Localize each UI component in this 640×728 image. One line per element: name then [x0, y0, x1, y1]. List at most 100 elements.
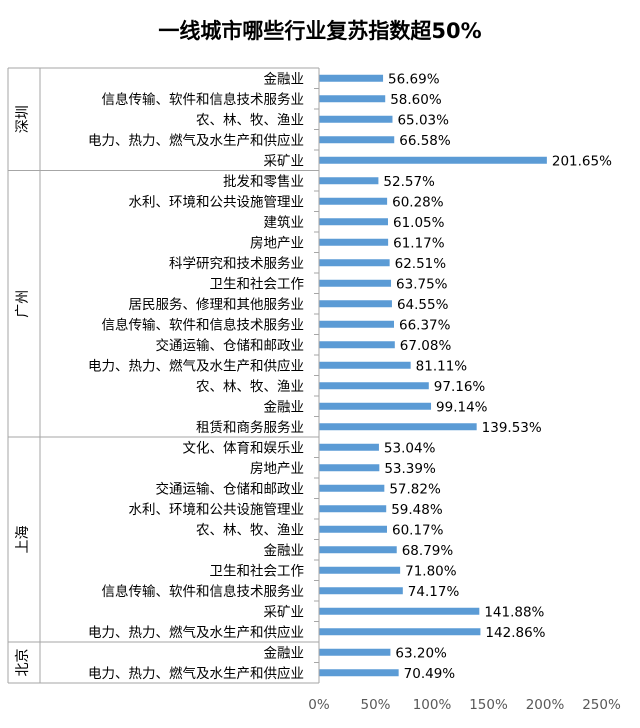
bar — [319, 197, 388, 205]
category-label: 租赁和商务服务业 — [196, 420, 304, 436]
category-label: 水利、环境和公共设施管理业 — [129, 502, 305, 518]
data-label: 68.79% — [402, 543, 454, 559]
bar — [319, 443, 379, 451]
x-tick-label: 0% — [308, 697, 330, 713]
bar — [319, 361, 411, 369]
category-label: 科学研究和技术服务业 — [169, 256, 304, 272]
category-label: 电力、热力、燃气及水生产和供应业 — [88, 624, 304, 641]
bar — [319, 464, 380, 472]
bar — [319, 382, 429, 390]
data-label: 97.16% — [434, 379, 486, 395]
category-label: 电力、热力、燃气及水生产和供应业 — [88, 357, 304, 374]
bar — [319, 628, 481, 636]
category-label: 批发和零售业 — [223, 174, 304, 190]
data-label: 60.17% — [392, 522, 444, 538]
bar — [319, 587, 403, 595]
category-label: 电力、热力、燃气及水生产和供应业 — [88, 132, 304, 149]
category-label: 房地产业 — [250, 461, 304, 477]
data-label: 61.17% — [393, 235, 445, 251]
bar — [319, 218, 388, 226]
category-label: 采矿业 — [264, 604, 305, 620]
bar — [319, 484, 385, 492]
bar — [319, 95, 386, 103]
x-tick-label: 250% — [582, 697, 621, 713]
data-label: 139.53% — [482, 420, 542, 436]
group-label: 上海 — [15, 526, 31, 554]
bar — [319, 300, 392, 308]
data-label: 74.17% — [408, 584, 460, 600]
bar — [319, 669, 399, 677]
chart-title: 一线城市哪些行业复苏指数超50% — [158, 19, 481, 43]
category-label: 信息传输、软件和信息技术服务业 — [102, 316, 305, 333]
bar — [319, 566, 401, 574]
category-label: 电力、热力、燃气及水生产和供应业 — [88, 665, 304, 682]
bar — [319, 279, 392, 287]
category-label: 金融业 — [264, 543, 305, 559]
data-label: 56.69% — [388, 71, 440, 87]
category-label: 信息传输、软件和信息技术服务业 — [102, 583, 305, 600]
x-tick-label: 200% — [526, 697, 565, 713]
category-label: 房地产业 — [250, 235, 304, 251]
bar — [319, 320, 394, 328]
category-label: 文化、体育和娱乐业 — [183, 440, 305, 456]
data-label: 63.75% — [396, 276, 448, 292]
category-label: 卫生和社会工作 — [210, 563, 305, 579]
category-label: 农、林、牧、渔业 — [196, 522, 304, 538]
data-label: 53.04% — [384, 440, 436, 456]
data-label: 71.80% — [405, 563, 457, 579]
bar — [319, 341, 395, 349]
data-label: 70.49% — [404, 666, 456, 682]
bar — [319, 259, 390, 267]
x-tick-label: 50% — [360, 697, 390, 713]
group-label: 北京 — [15, 649, 31, 677]
data-label: 67.08% — [400, 338, 452, 354]
data-label: 59.48% — [391, 502, 443, 518]
bar — [319, 74, 384, 82]
bar — [319, 115, 393, 123]
data-label: 99.14% — [436, 399, 488, 415]
category-label: 居民服务、修理和其他服务业 — [129, 297, 305, 313]
x-tick-label: 100% — [413, 697, 452, 713]
category-label: 金融业 — [264, 645, 305, 661]
data-label: 53.39% — [384, 461, 436, 477]
bar — [319, 402, 432, 410]
bar — [319, 238, 389, 246]
data-label: 62.51% — [395, 256, 447, 272]
data-label: 81.11% — [416, 358, 468, 374]
category-label: 建筑业 — [264, 215, 305, 231]
category-label: 信息传输、软件和信息技术服务业 — [102, 91, 305, 108]
data-label: 52.57% — [383, 174, 435, 190]
category-label: 交通运输、仓储和邮政业 — [156, 480, 305, 497]
group-label: 深圳 — [15, 105, 31, 133]
data-label: 141.88% — [484, 604, 544, 620]
x-tick-label: 150% — [469, 697, 508, 713]
bar — [319, 423, 477, 431]
data-label: 60.28% — [392, 194, 444, 210]
data-label: 65.03% — [397, 112, 449, 128]
category-label: 农、林、牧、渔业 — [196, 112, 304, 128]
data-label: 64.55% — [397, 297, 449, 313]
category-label: 水利、环境和公共设施管理业 — [129, 194, 305, 210]
category-label: 金融业 — [264, 399, 305, 415]
bar — [319, 177, 379, 185]
bar — [319, 525, 387, 533]
data-label: 66.58% — [399, 133, 451, 149]
data-label: 142.86% — [485, 625, 545, 641]
data-label: 66.37% — [399, 317, 451, 333]
category-label: 农、林、牧、渔业 — [196, 379, 304, 395]
bar — [319, 546, 397, 554]
bar — [319, 156, 547, 164]
category-label: 采矿业 — [264, 153, 305, 169]
plot-area: 金融业 56.69% 信息传输、软件和信息技术服务业 58.60% 农、林、牧、渔业 65… — [7, 67, 621, 713]
data-label: 61.05% — [393, 215, 445, 231]
data-label: 57.82% — [389, 481, 441, 497]
data-label: 201.65% — [552, 153, 612, 169]
bar — [319, 505, 387, 513]
bar — [319, 136, 395, 144]
bar — [319, 648, 391, 656]
data-label: 63.20% — [395, 645, 447, 661]
bar — [319, 607, 480, 615]
category-label: 交通运输、仓储和邮政业 — [156, 337, 305, 354]
